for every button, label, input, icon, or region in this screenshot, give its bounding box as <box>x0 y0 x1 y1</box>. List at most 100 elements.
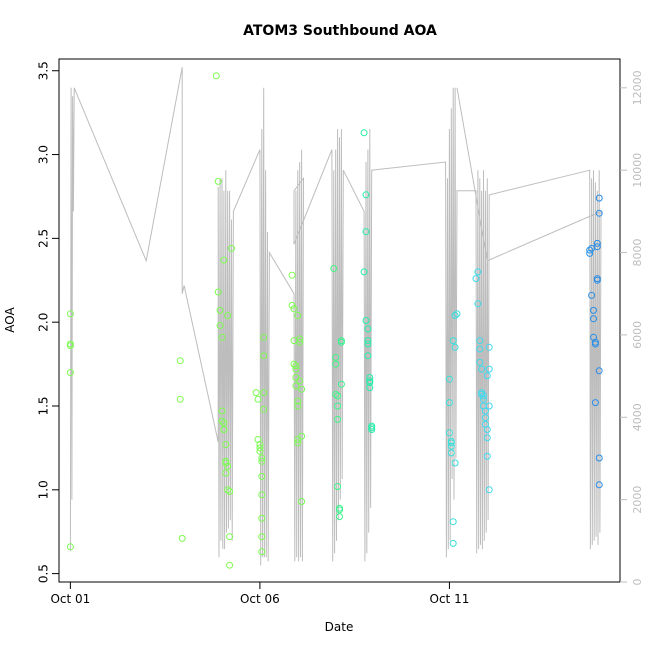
data-point <box>362 228 370 236</box>
data-point <box>294 402 302 410</box>
data-point <box>476 345 484 353</box>
data-point <box>362 317 370 324</box>
data-point <box>332 353 340 361</box>
data-point <box>472 275 480 283</box>
data-point <box>595 367 603 375</box>
data-point <box>334 392 342 400</box>
x-tick-label: Oct 06 <box>240 592 280 606</box>
y-axis-right: 0 2000 4000 6000 8000 10000 12000 <box>620 70 644 586</box>
data-point <box>224 312 232 319</box>
data-point <box>593 243 601 251</box>
data-point <box>66 369 74 376</box>
data-point <box>296 377 304 385</box>
series-cluster-5 <box>288 271 306 505</box>
data-point <box>451 459 459 467</box>
data-point <box>449 337 457 345</box>
data-point <box>474 300 482 308</box>
right-y-tick-label: 8000 <box>631 239 644 267</box>
data-point <box>480 392 487 400</box>
data-point <box>595 481 603 489</box>
data-point <box>485 343 493 351</box>
data-point <box>294 312 302 319</box>
data-point <box>591 399 599 407</box>
data-point <box>224 462 232 470</box>
series-cluster-6 <box>330 265 345 521</box>
data-point <box>332 390 340 398</box>
data-point <box>298 432 306 440</box>
data-point <box>483 452 491 460</box>
series-cluster-10 <box>586 194 603 489</box>
data-point <box>224 486 232 494</box>
series-cluster-1 <box>66 310 74 551</box>
x-axis: Oct 01 Oct 06 Oct 11 <box>50 582 469 606</box>
data-point <box>226 488 234 495</box>
data-point <box>368 426 376 433</box>
x-axis-label: Date <box>325 620 354 634</box>
data-point <box>364 337 372 345</box>
data-point <box>222 469 230 477</box>
data-point <box>360 129 368 137</box>
data-point <box>366 374 374 381</box>
data-point <box>258 454 266 462</box>
right-y-tick-label: 2000 <box>631 486 644 514</box>
data-points <box>66 72 603 569</box>
data-point <box>258 548 266 556</box>
data-point <box>483 426 491 433</box>
data-point <box>593 276 601 284</box>
data-point <box>258 533 266 541</box>
data-point <box>586 246 594 254</box>
data-point <box>252 389 260 397</box>
y-tick-label: 2.0 <box>37 313 51 332</box>
data-point <box>66 543 74 551</box>
data-point <box>292 382 300 390</box>
data-point <box>447 442 455 450</box>
data-point <box>476 358 484 366</box>
data-point <box>362 191 370 199</box>
data-point <box>483 434 491 442</box>
data-point <box>256 441 264 448</box>
data-point <box>366 377 374 385</box>
data-point <box>485 486 493 494</box>
data-point <box>214 288 222 296</box>
y-tick-label: 1.0 <box>37 480 51 499</box>
data-point <box>595 209 603 217</box>
data-point <box>176 357 184 365</box>
data-point <box>481 414 489 422</box>
data-point <box>254 395 262 403</box>
x-tick-label: Oct 01 <box>50 592 90 606</box>
data-point <box>449 518 457 526</box>
data-point <box>66 342 74 350</box>
data-point <box>474 268 482 276</box>
plot-frame <box>58 58 621 583</box>
data-point <box>451 343 459 351</box>
series-cluster-9 <box>472 268 493 494</box>
right-y-tick-label: 0 <box>631 579 644 586</box>
data-point <box>593 239 601 247</box>
series-cluster-2 <box>176 357 186 542</box>
data-point <box>226 561 234 569</box>
series-cluster-7 <box>360 129 376 433</box>
right-y-tick-label: 6000 <box>631 321 644 349</box>
data-point <box>447 449 455 457</box>
data-point <box>445 375 453 383</box>
data-point <box>260 405 268 413</box>
data-point <box>226 533 234 541</box>
data-point <box>480 395 487 403</box>
data-point <box>591 340 599 348</box>
data-point <box>334 483 342 490</box>
data-point <box>595 454 603 462</box>
secondary-series <box>69 67 602 566</box>
y-tick-label: 2.5 <box>37 229 51 248</box>
data-point <box>447 439 455 447</box>
data-point <box>256 447 264 455</box>
data-point <box>449 539 457 547</box>
series-cluster-4 <box>252 333 268 556</box>
y-tick-label: 3.0 <box>37 145 51 164</box>
data-point <box>220 426 228 433</box>
data-point <box>485 402 493 410</box>
series-cluster-3 <box>212 72 235 569</box>
data-point <box>292 365 300 373</box>
data-point <box>445 429 453 437</box>
data-point <box>66 310 74 318</box>
data-point <box>218 417 226 425</box>
